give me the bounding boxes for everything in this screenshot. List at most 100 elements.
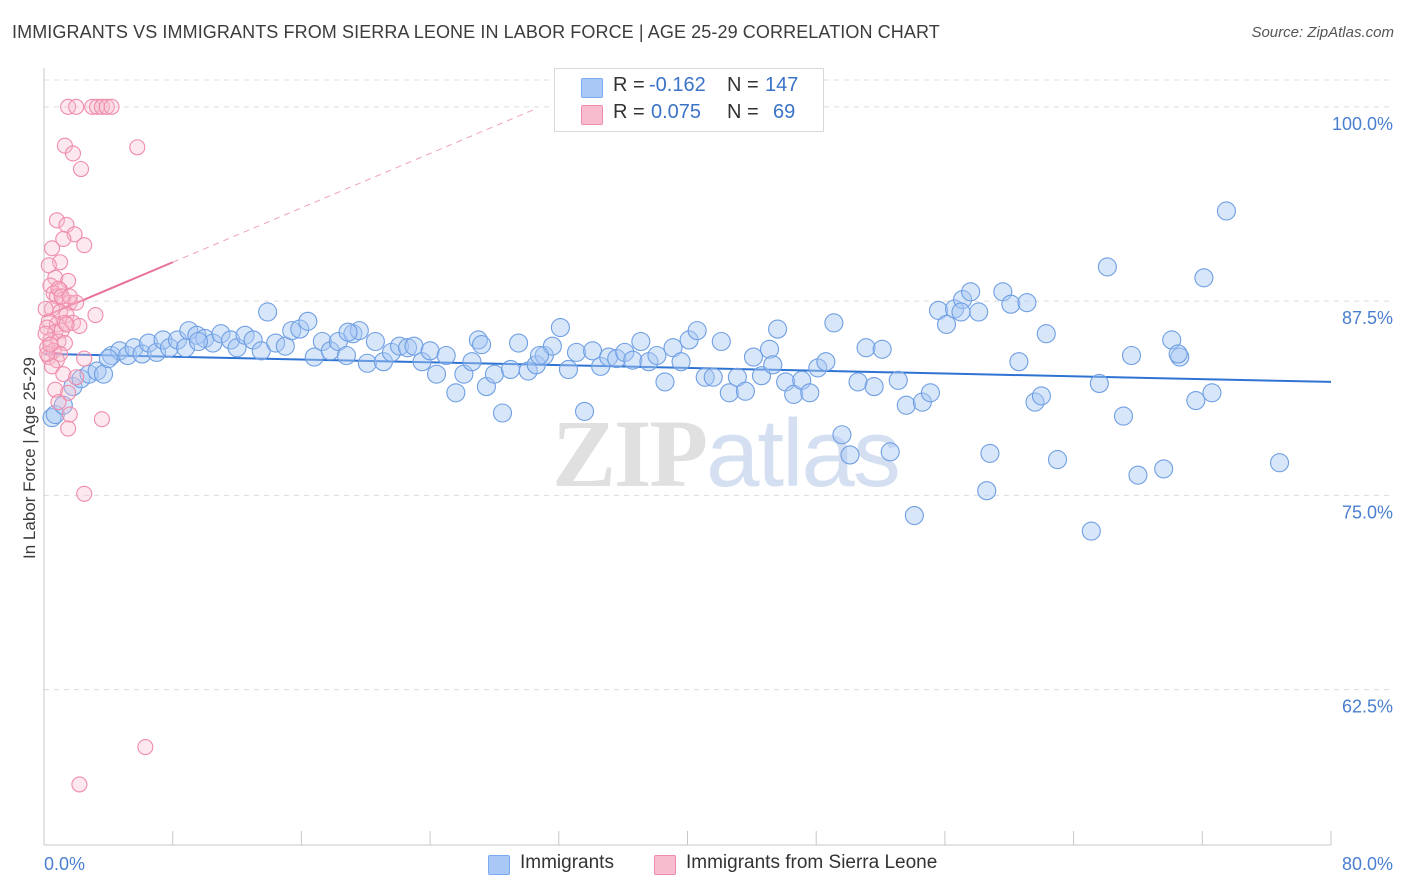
data-point-sierra-leone <box>60 384 77 401</box>
data-point-immigrants <box>824 313 844 333</box>
data-point-immigrants <box>188 331 208 352</box>
data-point-immigrants <box>768 319 788 339</box>
data-point-sierra-leone <box>39 345 56 362</box>
data-point-immigrants <box>711 331 731 352</box>
data-point-immigrants <box>243 330 263 350</box>
data-point-immigrants <box>298 311 318 331</box>
y-tick-label: 100.0% <box>1332 114 1393 134</box>
data-point-immigrants <box>1017 293 1037 313</box>
data-point-immigrants <box>800 383 820 403</box>
data-point-immigrants <box>703 367 723 387</box>
data-point-immigrants <box>492 403 513 423</box>
data-point-immigrants <box>1036 324 1056 344</box>
data-point-immigrants <box>880 442 900 462</box>
legend-row-sierra-leone: R = 0.075 N = 69 <box>555 101 823 127</box>
data-point-immigrants <box>953 289 973 310</box>
data-point-immigrants <box>832 425 852 445</box>
data-point-immigrants <box>290 319 310 339</box>
data-point-immigrants <box>1186 391 1206 411</box>
data-point-immigrants <box>848 372 868 392</box>
data-point-immigrants <box>735 381 755 401</box>
data-point-immigrants <box>631 331 651 352</box>
legend-n-value: 147 <box>765 74 799 96</box>
data-point-immigrants <box>529 345 550 366</box>
data-point-immigrants <box>389 336 410 356</box>
data-point-sierra-leone <box>60 420 77 437</box>
data-point-immigrants <box>159 338 180 358</box>
data-point-immigrants <box>920 383 940 403</box>
data-point-immigrants <box>872 339 892 359</box>
legend-r-label: R = <box>613 74 645 96</box>
bottom-legend-swatch-immigrants <box>488 855 510 875</box>
data-point-immigrants <box>1162 330 1182 350</box>
watermark: ZIPatlas <box>552 398 901 509</box>
data-point-sierra-leone <box>76 485 93 502</box>
data-point-sierra-leone <box>61 406 78 423</box>
data-point-immigrants <box>1170 347 1190 367</box>
data-point-sierra-leone <box>68 294 85 311</box>
data-point-immigrants <box>1009 352 1029 372</box>
data-point-sierra-leone <box>68 369 85 386</box>
legend-swatch-immigrants <box>581 78 603 98</box>
data-point-immigrants <box>671 352 691 372</box>
data-point-sierra-leone <box>50 394 67 411</box>
data-point-sierra-leone <box>76 237 93 254</box>
legend-swatch-sierra-leone <box>581 105 603 125</box>
data-point-immigrants <box>856 338 876 358</box>
x-tick-label: 0.0% <box>44 854 85 874</box>
data-point-sierra-leone <box>43 240 61 257</box>
data-point-immigrants <box>623 350 643 370</box>
legend-n-value: 69 <box>773 101 796 123</box>
x-tick-label: 80.0% <box>1342 854 1393 874</box>
data-point-sierra-leone <box>76 350 93 367</box>
data-point-sierra-leone <box>93 411 110 428</box>
data-point-immigrants <box>961 282 981 302</box>
trend-line-sierra-leone-extension <box>172 108 535 263</box>
legend-r-value: -0.162 <box>649 74 706 96</box>
data-point-immigrants <box>500 359 521 380</box>
correlation-legend: R = -0.162 N = 147 R = 0.075 N = 69 <box>554 68 824 132</box>
legend-n-label: N = <box>727 74 759 96</box>
data-point-immigrants <box>840 445 860 465</box>
data-point-immigrants <box>282 321 302 341</box>
data-point-sierra-leone <box>71 317 88 335</box>
data-point-sierra-leone <box>55 230 72 247</box>
legend-n-label: N = <box>727 101 759 123</box>
data-point-immigrants <box>1097 257 1117 277</box>
data-point-immigrants <box>542 336 562 356</box>
data-point-immigrants <box>426 364 447 384</box>
data-point-immigrants <box>550 317 570 338</box>
data-point-sierra-leone <box>137 739 154 756</box>
data-point-immigrants <box>1128 465 1148 485</box>
bottom-legend-label-sierra-leone: Immigrants from Sierra Leone <box>686 852 938 873</box>
data-point-immigrants <box>42 408 62 428</box>
data-point-immigrants <box>412 352 432 372</box>
data-point-immigrants <box>936 314 957 334</box>
tick-labels: 100.0% 87.5% 75.0% 62.5% 0.0% 80.0% <box>44 114 1393 874</box>
data-point-immigrants <box>615 342 635 362</box>
legend-r-value: 0.075 <box>651 101 702 123</box>
data-point-immigrants <box>365 331 385 352</box>
data-point-sierra-leone <box>68 98 85 115</box>
data-point-sierra-leone <box>37 300 54 317</box>
data-point-immigrants <box>743 347 764 367</box>
data-point-immigrants <box>446 383 466 403</box>
data-point-sierra-leone <box>98 98 115 115</box>
data-point-immigrants <box>338 322 358 342</box>
data-point-immigrants <box>98 349 118 369</box>
data-point-immigrants <box>816 352 836 372</box>
data-point-immigrants <box>980 443 1000 463</box>
data-point-immigrants <box>1047 450 1068 470</box>
data-point-immigrants <box>719 383 739 403</box>
data-point-immigrants <box>1216 201 1236 221</box>
data-point-immigrants <box>1269 453 1290 473</box>
data-point-immigrants <box>221 330 241 350</box>
data-point-sierra-leone <box>129 139 146 156</box>
data-point-sierra-leone <box>58 316 75 333</box>
data-point-immigrants <box>336 345 356 366</box>
data-point-immigrants <box>558 359 579 380</box>
legend-row-immigrants: R = -0.162 N = 147 <box>555 74 823 100</box>
data-point-sierra-leone <box>42 336 59 353</box>
legend-r-label: R = <box>613 101 645 123</box>
